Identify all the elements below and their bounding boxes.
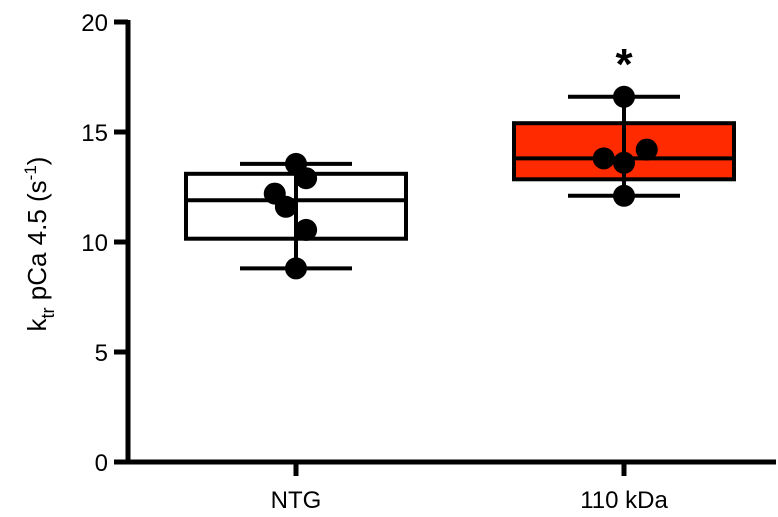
x-tick-label: NTG <box>271 487 322 514</box>
data-point <box>613 151 635 174</box>
data-points <box>263 85 658 280</box>
data-point <box>613 85 635 108</box>
data-point <box>285 257 307 280</box>
box-group-1 <box>512 94 736 198</box>
axes <box>114 19 776 476</box>
y-tick-label: 5 <box>95 340 108 367</box>
y-tick-label: 10 <box>81 230 108 257</box>
data-point <box>274 195 297 218</box>
y-tick-label: 20 <box>81 10 108 37</box>
y-label-k: k <box>22 317 52 331</box>
y-tick-label: 15 <box>81 120 108 147</box>
y-label-main: pCa 4.5 (s <box>22 180 52 307</box>
boxes <box>184 94 736 271</box>
y-axis-label: ktr pCa 4.5 (s-1) <box>21 157 58 332</box>
tick-labels: 0 5 10 15 20 NTG 110 kDa * <box>81 10 668 514</box>
data-point <box>295 218 318 241</box>
data-point <box>613 184 635 207</box>
y-label-subscript: tr <box>38 307 58 318</box>
significance-marker: * <box>615 40 633 89</box>
y-axis-title: ktr pCa 4.5 (s-1) <box>21 157 58 332</box>
data-point <box>635 138 658 161</box>
y-label-close: ) <box>22 157 52 166</box>
data-point <box>295 167 318 190</box>
y-label-superscript: -1 <box>21 165 40 180</box>
y-tick-label: 0 <box>95 450 108 477</box>
x-tick-label: 110 kDa <box>580 487 668 514</box>
data-point <box>592 147 615 170</box>
